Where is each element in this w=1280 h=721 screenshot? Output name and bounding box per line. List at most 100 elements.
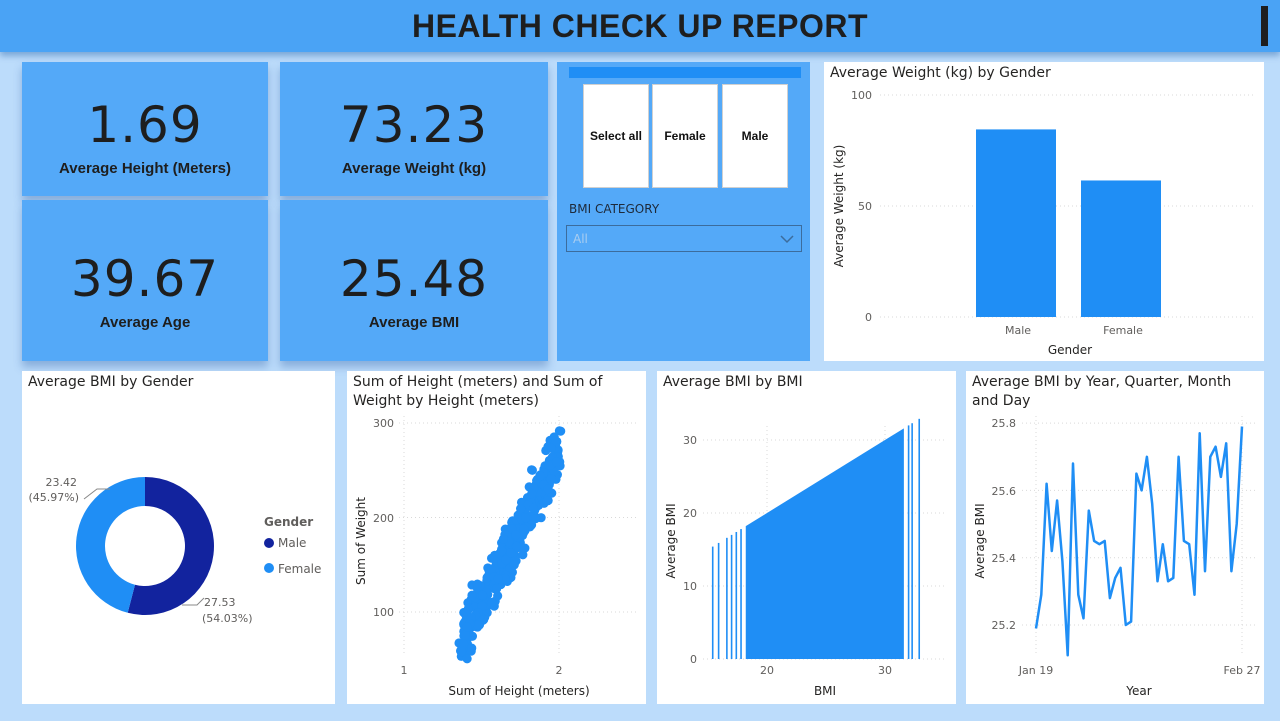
scatter-point [511,530,521,540]
scatter-point [527,465,537,475]
chart-height-weight-scatter: Sum of Height (meters) and Sum of Weight… [347,371,646,704]
y-axis-label: Average BMI [973,503,987,578]
kpi-value: 73.23 [339,96,489,154]
bmi-bar [907,425,910,659]
scatter-point [498,534,509,544]
bmi-bar [918,418,921,659]
legend-swatch-male [264,538,274,548]
bmi-category-value: All [573,231,588,246]
chart-title: Average BMI by Gender [28,374,194,390]
bar-female [1081,180,1161,317]
scatter-point [535,471,545,481]
scatter-point [528,503,539,513]
scatter-point [492,584,502,594]
header-accent-bar [1261,6,1268,46]
report-title: HEALTH CHECK UP REPORT [411,7,869,44]
legend-item-male[interactable]: Male [278,536,306,550]
kpi-average-height: 1.69 Average Height (Meters) [22,62,268,196]
scatter-point [477,590,488,600]
scatter-point [546,474,556,484]
chart-title-line-2: Weight by Height (meters) [353,393,539,409]
scatter-point [486,564,497,574]
scatter-point [463,605,473,615]
scatter-point [473,620,483,630]
scatter-point [551,457,562,467]
y-tick-label: 30 [683,434,697,447]
chart-weight-by-gender: Average Weight (kg) by Gender 0 50 100 A… [824,62,1264,361]
y-tick-label: 100 [373,606,394,619]
slicer-button-female[interactable]: Female [652,84,718,188]
donut-label-female-value: 23.42 [46,476,78,489]
scatter-point [511,541,522,552]
legend-item-female[interactable]: Female [278,562,321,576]
chart-title: Average BMI by BMI [663,374,803,390]
bmi-bar [726,537,728,659]
donut-label-female-pct: (45.97%) [28,491,79,504]
scatter-point [520,543,530,553]
bmi-bar [911,423,913,659]
y-axis-label: Sum of Weight [354,497,368,585]
slicer-button-male[interactable]: Male [722,84,788,188]
x-tick-label: 20 [760,664,774,677]
scatter-point [460,630,470,640]
scatter-point [462,654,472,664]
scatter-point [500,573,510,584]
kpi-label: Average Weight (kg) [341,160,487,177]
y-axis-label: Average BMI [664,503,678,578]
y-tick-label: 300 [373,417,394,430]
scatter-point [467,643,477,653]
chart-title-line-1: Average BMI by Year, Quarter, Month [972,374,1232,390]
scatter-point [462,622,472,632]
y-tick-label: 25.8 [992,417,1017,430]
scatter-point [554,426,565,436]
y-tick-label: 20 [683,507,697,520]
x-tick-label: Feb 27 [1224,664,1261,677]
bar-male [976,129,1056,317]
scatter-point [542,496,552,506]
chart-bmi-by-bmi: Average BMI by BMI 30 20 10 0 20 30 Aver… [657,371,956,704]
scatter-point [482,573,492,583]
report-header: HEALTH CHECK UP REPORT [0,0,1280,52]
slicer-button-select-all[interactable]: Select all [583,84,649,188]
x-tick-label: 30 [878,664,892,677]
scatter-point [459,639,469,649]
donut-label-male-value: 27.53 [204,596,236,609]
x-tick-label: 2 [556,664,563,677]
y-tick-label: 10 [683,580,697,593]
kpi-label: Average Age [99,314,191,331]
kpi-value: 25.48 [339,250,489,308]
y-tick-label: 0 [690,653,697,666]
x-axis-label: Year [1125,684,1151,698]
donut-slice-male [127,477,214,615]
filter-panel: Select all Female Male BMI CATEGORY All [557,62,810,361]
scatter-point [456,647,467,657]
leader-line [83,488,110,500]
x-axis-label: BMI [814,684,836,698]
y-tick-label: 25.6 [992,485,1017,498]
scatter-point [497,545,507,556]
scatter-point [493,574,503,584]
bmi-histogram: 30 20 10 0 20 30 Average BMI BMI [664,418,947,698]
kpi-average-age: 39.67 Average Age [22,200,268,361]
bmi-category-dropdown[interactable]: All [566,225,802,252]
bmi-bar [717,542,720,659]
scatter-point [516,504,526,514]
y-tick-label: 200 [373,512,394,525]
scatter-point [546,443,557,453]
y-tick-label: 100 [851,89,872,102]
scatter-plot: 300 200 100 1 2 Sum of Weight Sum of Hei… [354,416,637,698]
bmi-bar [730,534,733,659]
scatter-point [493,591,503,601]
bmi-bar [735,531,738,659]
y-tick-label: 25.4 [992,552,1017,565]
chart-title: Average Weight (kg) by Gender [830,65,1051,81]
kpi-label: Average BMI [368,314,460,331]
kpi-average-bmi: 25.48 Average BMI [280,200,548,361]
slicer-header-bar [569,67,801,78]
scatter-point [501,555,511,565]
x-tick-label: Jan 19 [1018,664,1053,677]
weight-bar-chart: 0 50 100 Average Weight (kg) Male Female… [832,89,1254,357]
bmi-dense-bars [745,428,904,659]
donut-slice-female [76,477,145,613]
bmi-category-label: BMI CATEGORY [569,202,660,216]
